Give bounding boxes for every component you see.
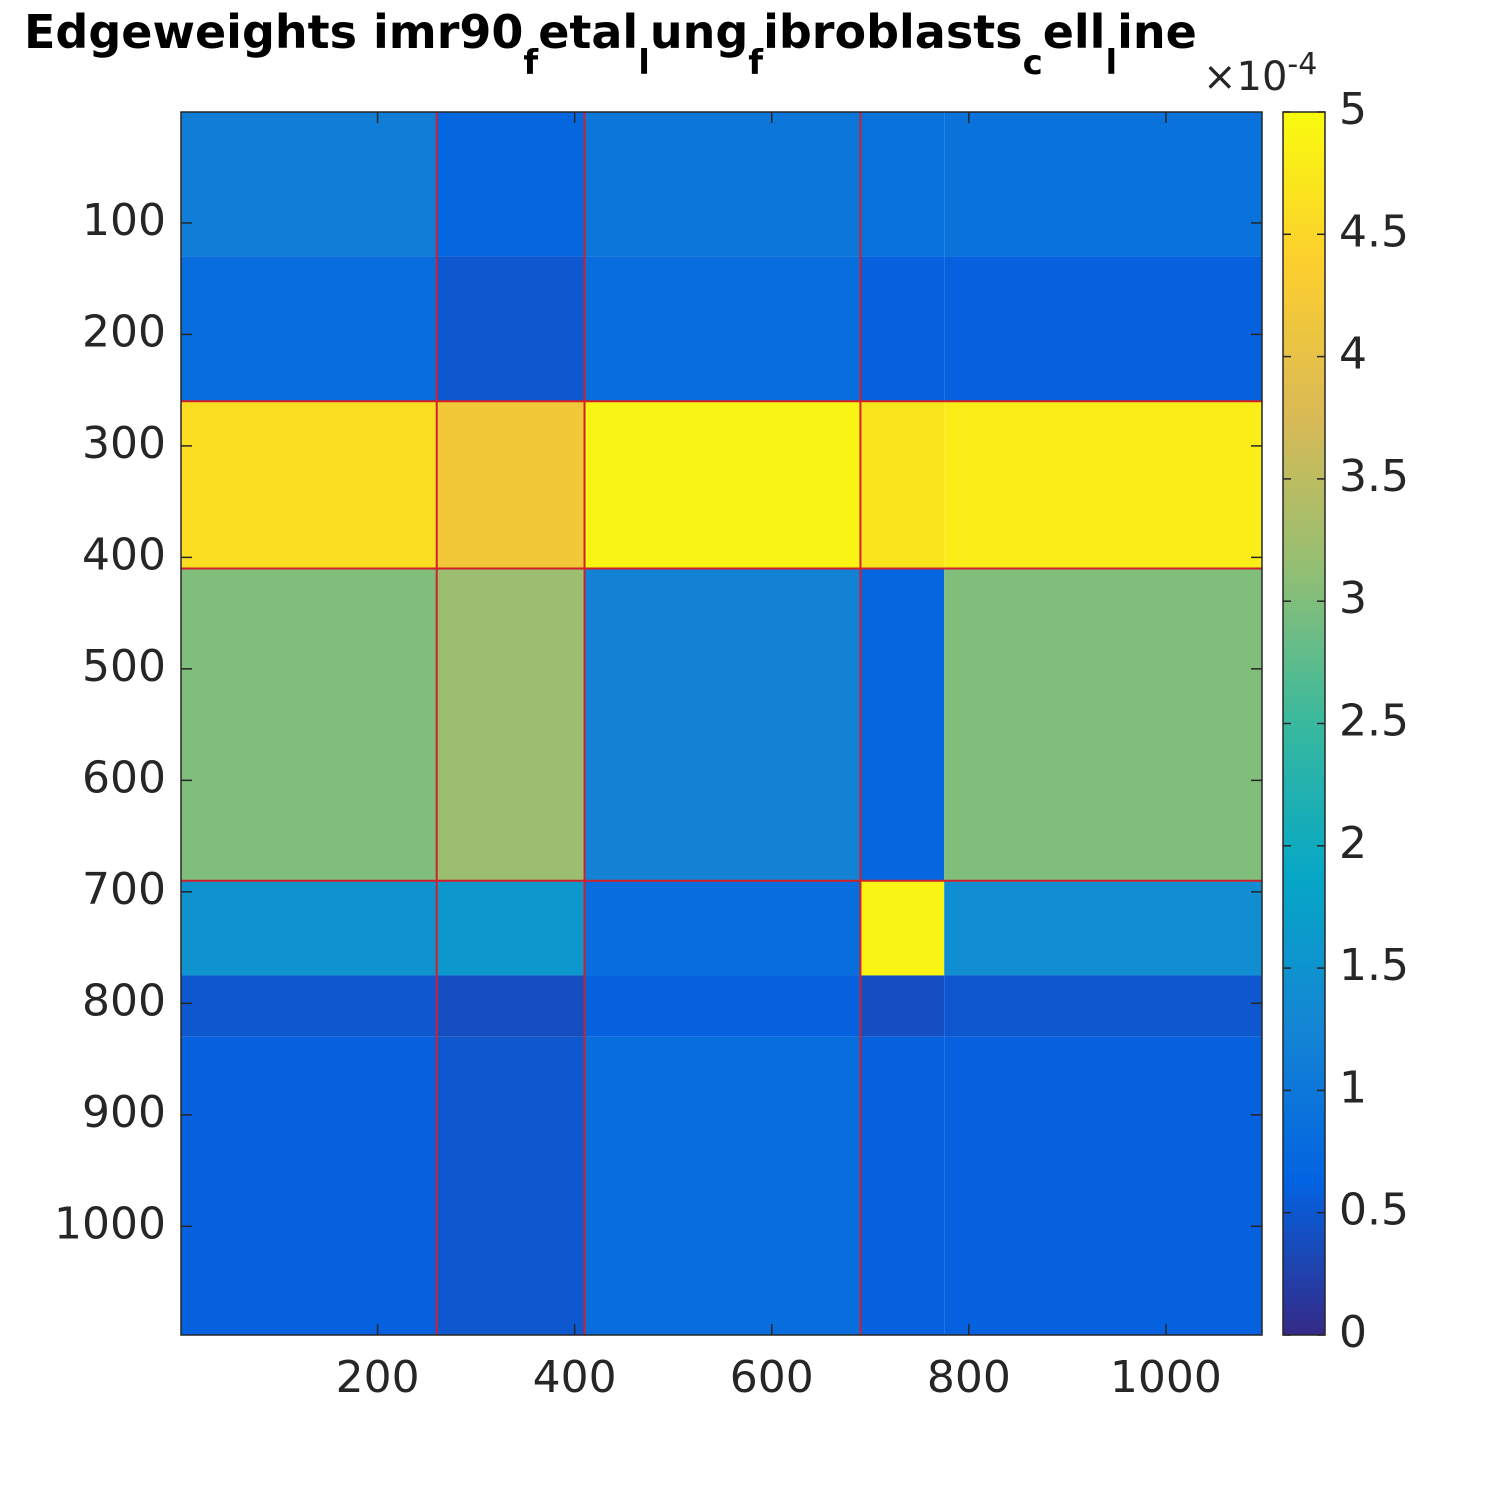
- colorbar-tick-label: 0: [1339, 1307, 1367, 1358]
- title-part: ine: [1117, 5, 1197, 59]
- y-tick-label: 500: [82, 641, 166, 692]
- y-tick-label: 1000: [54, 1198, 166, 1249]
- heatmap-cell: [436, 880, 585, 976]
- heatmap-cell: [944, 1036, 1262, 1335]
- heatmap-cell: [860, 880, 945, 976]
- colorbar-tick-label: 2.5: [1339, 696, 1409, 747]
- heatmap-cell: [436, 1036, 585, 1335]
- title-part: f: [523, 43, 539, 83]
- title-part: etal: [538, 5, 638, 59]
- title-part: l: [638, 43, 650, 83]
- colorbar-tick-label: 4.5: [1339, 206, 1409, 257]
- y-tick-label: 200: [82, 306, 166, 357]
- colorbar-tick-label: 5: [1339, 84, 1367, 135]
- x-tick-label: 800: [927, 1352, 1011, 1403]
- exponent-base: ×10: [1203, 54, 1287, 100]
- heatmap-cells: [181, 112, 1262, 1335]
- heatmap-cell: [584, 401, 861, 569]
- heatmap-cell: [944, 112, 1262, 257]
- heatmap-cell: [181, 401, 437, 569]
- heatmap-cell: [181, 568, 437, 881]
- heatmap-cell: [584, 975, 861, 1037]
- colorbar-tick-label: 3: [1339, 573, 1367, 624]
- heatmap-cell: [944, 568, 1262, 881]
- title-part: c: [1023, 43, 1043, 83]
- heatmap-cell: [584, 568, 861, 881]
- heatmap-cell: [944, 975, 1262, 1037]
- x-tick-label: 600: [730, 1352, 814, 1403]
- y-tick-label: 400: [82, 529, 166, 580]
- colorbar-exponent: ×10-4: [1203, 47, 1317, 100]
- y-tick-label: 800: [82, 975, 166, 1026]
- exponent-power: -4: [1287, 47, 1317, 82]
- colorbar-tick-label: 1.5: [1339, 940, 1409, 991]
- overlay: [180, 111, 1263, 1336]
- heatmap-cell: [584, 256, 861, 402]
- x-tick-label: 200: [336, 1352, 420, 1403]
- title-part: Edgeweights imr90: [24, 5, 523, 59]
- heatmap-cell: [436, 975, 585, 1037]
- heatmap-cell: [181, 256, 437, 402]
- heatmap-cell: [944, 880, 1262, 976]
- heatmap-cell: [181, 1036, 437, 1335]
- title-part: f: [748, 43, 764, 83]
- heatmap-cell: [436, 112, 585, 257]
- heatmap-cell: [860, 975, 945, 1037]
- heatmap-cell: [584, 1036, 861, 1335]
- y-tick-label: 700: [82, 864, 166, 915]
- colorbar-tick-label: 0.5: [1339, 1185, 1409, 1236]
- heatmap-cell: [584, 880, 861, 976]
- heatmap-cell: [436, 256, 585, 402]
- heatmap-cell: [436, 401, 585, 569]
- heatmap-cell: [181, 880, 437, 976]
- y-tick-label: 300: [82, 418, 166, 469]
- heatmap-cell: [584, 112, 861, 257]
- y-tick-label: 900: [82, 1087, 166, 1138]
- colorbar-tick-label: 1: [1339, 1062, 1367, 1113]
- y-tick-label: 100: [82, 195, 166, 246]
- chart-title: Edgeweights imr90fetallungfibroblastscel…: [24, 5, 1197, 83]
- heatmap-cell: [860, 1036, 945, 1335]
- title-part: ung: [650, 5, 748, 59]
- heatmap-cell: [181, 112, 437, 257]
- heatmap-cell: [860, 256, 945, 402]
- axes-box: [180, 111, 1263, 1336]
- title-part: ibroblasts: [763, 5, 1022, 59]
- y-tick-label: 600: [82, 752, 166, 803]
- heatmap-cell: [860, 401, 945, 569]
- heatmap-cell: [181, 975, 437, 1037]
- heatmap-cell: [944, 256, 1262, 402]
- colorbar-tick-label: 4: [1339, 329, 1367, 380]
- title-part: ell: [1043, 5, 1106, 59]
- x-tick-label: 1000: [1110, 1352, 1222, 1403]
- heatmap-cell: [436, 568, 585, 881]
- heatmap-cell: [860, 112, 945, 257]
- colorbar-tick-label: 3.5: [1339, 451, 1409, 502]
- x-tick-label: 400: [533, 1352, 617, 1403]
- colorbar-tick-label: 2: [1339, 818, 1367, 869]
- heatmap-cell: [944, 401, 1262, 569]
- heatmap-cell: [860, 568, 945, 881]
- title-part: l: [1105, 43, 1117, 83]
